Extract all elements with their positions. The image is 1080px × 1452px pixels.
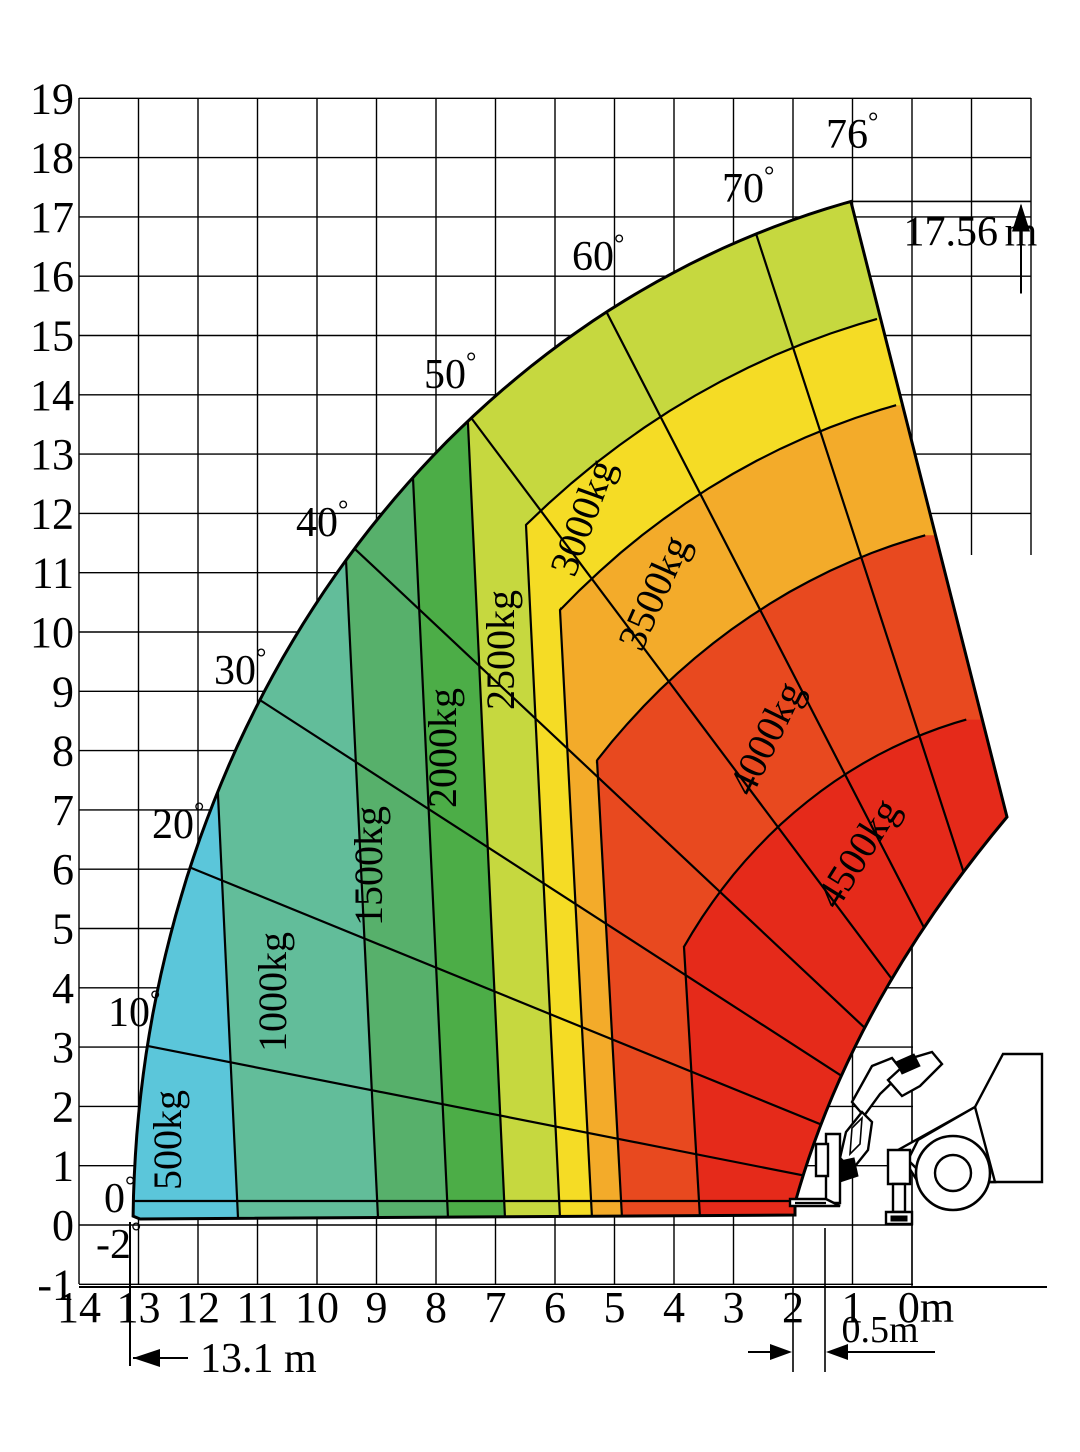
y-tick-6: 6 <box>52 845 74 894</box>
y-tick-18: 18 <box>30 134 74 183</box>
y-tick-7: 7 <box>52 786 74 835</box>
angle-labels: -2°0° 10° 20° 30° 40° 50° 60° 70° 76° <box>96 107 878 1268</box>
x-tick-3: 3 <box>723 1283 745 1332</box>
zone-boundary-3500kg <box>558 404 897 1219</box>
x-tick-9: 9 <box>366 1283 388 1332</box>
y-tick-16: 16 <box>30 252 74 301</box>
zone-label-1500kg: 1500kg <box>346 806 391 926</box>
x-tick-7: 7 <box>485 1283 507 1332</box>
x-tick-6: 6 <box>544 1283 566 1332</box>
x-tick-5: 5 <box>604 1283 626 1332</box>
fan-outline <box>131 199 1009 1221</box>
y-tick-2: 2 <box>52 1082 74 1131</box>
angle-label-50deg: 50° <box>424 347 476 398</box>
zone-label-1000kg: 1000kg <box>250 932 295 1052</box>
y-tick-5: 5 <box>52 905 74 954</box>
x-tick-12: 12 <box>176 1283 220 1332</box>
x-tick-13: 13 <box>117 1283 161 1332</box>
max-height-unit: m <box>1005 209 1038 255</box>
x-tick-14: 14 <box>57 1283 101 1332</box>
angle-line-70deg <box>755 233 1008 1219</box>
telehandler-illustration <box>788 1050 1044 1226</box>
angle-label-70deg: 70° <box>722 161 774 212</box>
max-reach-annotation: 13.1 m <box>129 1222 317 1382</box>
zone-boundary-3000kg <box>524 317 878 1219</box>
max-reach-value: 13.1 m <box>200 1336 317 1382</box>
y-tick-17: 17 <box>30 193 74 242</box>
front-offset-value: 0.5m <box>841 1309 918 1351</box>
x-tick-1: 1 <box>842 1283 864 1332</box>
angle-label--2deg: -2° <box>96 1217 141 1268</box>
x-tick-8: 8 <box>425 1283 447 1332</box>
y-tick-9: 9 <box>52 667 74 716</box>
dimension-annotations: 17.56 m 13.1 m 0.5m <box>129 200 1038 1382</box>
y-tick-8: 8 <box>52 727 74 776</box>
x-tick-10: 10 <box>295 1283 339 1332</box>
angle-label-76deg: 76° <box>826 107 878 158</box>
y-tick-0: 0 <box>52 1201 74 1250</box>
zone-label-2500kg: 2500kg <box>478 590 523 710</box>
y-tick-10: 10 <box>30 608 74 657</box>
angle-label-40deg: 40° <box>296 495 348 546</box>
y-tick-11: 11 <box>32 549 74 598</box>
x-tick-0m: 0m <box>898 1283 954 1332</box>
x-tick-4: 4 <box>663 1283 685 1332</box>
y-tick-1: 1 <box>52 1142 74 1191</box>
max-height-value: 17.56 <box>904 209 999 255</box>
angle-label-20deg: 20° <box>152 797 204 848</box>
zone-label-2000kg: 2000kg <box>420 688 465 808</box>
angle-label-10deg: 10° <box>108 985 160 1036</box>
zone-boundary-4500kg <box>682 718 967 1219</box>
y-tick-15: 15 <box>30 312 74 361</box>
angle-label-30deg: 30° <box>214 643 266 694</box>
y-tick-19: 19 <box>30 74 74 123</box>
zone-label-500kg: 500kg <box>145 1090 190 1190</box>
y-tick--1: -1 <box>37 1260 74 1309</box>
y-tick-3: 3 <box>52 1023 74 1072</box>
y-tick-4: 4 <box>52 964 74 1013</box>
front-offset-annotation: 0.5m <box>748 1228 935 1372</box>
angle-label-0deg: 0° <box>104 1171 135 1222</box>
y-tick-13: 13 <box>30 430 74 479</box>
y-tick-12: 12 <box>30 489 74 538</box>
angle-label-60deg: 60° <box>572 229 624 280</box>
x-axis-labels: 14 13 12 11 10 9 8 7 6 5 4 3 2 1 0m <box>57 1283 954 1332</box>
x-tick-11: 11 <box>236 1283 278 1332</box>
max-height-annotation: 17.56 m <box>850 200 1038 294</box>
y-tick-14: 14 <box>30 371 74 420</box>
